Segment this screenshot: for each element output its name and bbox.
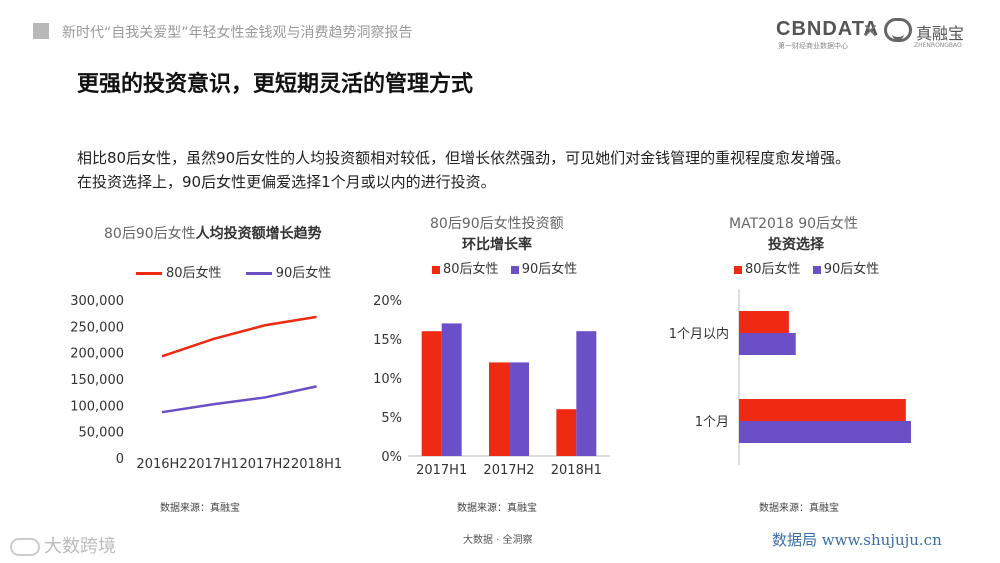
bar-chart: 0% 5% 10% 15% 20% 2017H1 2017H2 2018H1 xyxy=(373,294,610,478)
legend-item-90: 90后女性 xyxy=(510,258,577,277)
x-tick-label: 2017H1 xyxy=(416,463,467,478)
line-chart-title: 80后90后女性人均投资额增长趋势 xyxy=(104,226,322,242)
bar-90 xyxy=(441,323,462,456)
cbndata-logo: CBNDATA xyxy=(776,18,879,40)
y-tick-label: 0 xyxy=(116,452,124,467)
y-tick-label: 250,000 xyxy=(70,320,124,335)
hbar-90 xyxy=(739,333,796,355)
legend-item-90: 90后女性 xyxy=(812,258,879,277)
legend-swatch-80 xyxy=(432,265,440,274)
hbar-chart-source: 数据来源：真融宝 xyxy=(759,503,839,514)
bar-80 xyxy=(489,362,509,456)
header-square-icon xyxy=(33,23,49,39)
y-tick-label: 100,000 xyxy=(70,399,124,414)
zhenrongbao-logo: 真融宝 xyxy=(916,24,965,43)
bar-90 xyxy=(509,362,529,456)
legend-swatch-80 xyxy=(734,265,742,274)
y-tick-label: 20% xyxy=(373,294,402,309)
y-category-label: 1个月 xyxy=(695,415,729,430)
y-tick-label: 0% xyxy=(381,450,402,465)
y-tick-label: 50,000 xyxy=(79,426,125,441)
bar-90 xyxy=(576,331,597,456)
y-tick-label: 300,000 xyxy=(70,294,124,309)
series-line-80 xyxy=(161,315,317,358)
description-line-1: 相比80后女性，虽然90后女性的人均投资额相对较低，但增长依然强劲，可见她们对金… xyxy=(77,149,851,167)
legend-swatch-80 xyxy=(136,272,162,275)
legend-item-80: 80后女性 xyxy=(734,258,801,277)
series-line-90 xyxy=(161,385,317,414)
chat-bubble-icon xyxy=(10,538,40,556)
bar-chart-source: 数据来源：真融宝 xyxy=(457,503,537,514)
cbndata-logo-subtitle: 第一财经商业数据中心 xyxy=(778,42,848,50)
legend-item-80: 80后女性 xyxy=(432,258,499,277)
bar-chart-legend: 80后女性 90后女性 xyxy=(432,258,585,277)
legend-swatch-90 xyxy=(510,265,519,274)
x-tick-label: 2017H2 xyxy=(483,463,534,478)
y-category-label: 1个月以内 xyxy=(669,326,729,342)
logo-separator: × xyxy=(862,18,879,42)
legend-item-80: 80后女性 xyxy=(136,262,222,281)
top-header: 新时代“自我关爱型”年轻女性金钱观与消费趋势洞察报告 xyxy=(0,0,1000,44)
legend-swatch-90 xyxy=(245,272,272,275)
x-tick-label: 2017H2 xyxy=(239,457,290,472)
legend-swatch-90 xyxy=(812,265,821,274)
bar-chart-title-1: 80后90后女性投资额 xyxy=(430,216,564,232)
hbar-80 xyxy=(739,399,906,421)
x-tick-label: 2018H1 xyxy=(291,457,342,472)
y-tick-label: 200,000 xyxy=(70,347,124,362)
description: 相比80后女性，虽然90后女性的人均投资额相对较低，但增长依然强劲，可见她们对金… xyxy=(77,146,957,194)
y-tick-label: 15% xyxy=(373,333,402,348)
legend-item-90: 90后女性 xyxy=(245,262,331,281)
description-line-2: 在投资选择上，90后女性更偏爱选择1个月或以内的进行投资。 xyxy=(77,173,496,191)
hbar-chart: 1个月以内 1个月 xyxy=(669,289,911,465)
hbar-chart-title-1: MAT2018 90后女性 xyxy=(729,216,859,232)
footer-watermark: 数据局 www.shujuju.cn xyxy=(772,531,942,549)
page-title: 更强的投资意识，更短期灵活的管理方式 xyxy=(77,72,474,97)
y-tick-label: 150,000 xyxy=(70,373,124,388)
hbar-chart-title-2: 投资选择 xyxy=(768,237,824,253)
y-tick-label: 5% xyxy=(381,411,402,426)
footer-brand: 大数跨境 xyxy=(10,532,116,558)
y-tick-label: 10% xyxy=(373,372,402,387)
line-chart-source: 数据来源：真融宝 xyxy=(160,503,240,514)
hbar-90 xyxy=(739,421,911,443)
hbar-chart-legend: 80后女性 90后女性 xyxy=(734,258,887,277)
bar-80 xyxy=(556,409,577,456)
x-tick-label: 2018H1 xyxy=(551,463,602,478)
footer-tagline: 大数据 · 全洞察 xyxy=(463,535,533,546)
zhenrongbao-smile-icon xyxy=(884,18,912,42)
line-chart: 0 50,000 100,000 150,000 200,000 250,000 300,0… xyxy=(70,294,342,472)
x-tick-label: 2016H2 xyxy=(136,457,187,472)
line-chart-legend: 80后女性 90后女性 xyxy=(136,262,351,281)
report-title: 新时代“自我关爱型”年轻女性金钱观与消费趋势洞察报告 xyxy=(62,25,413,41)
hbar-80 xyxy=(739,311,789,333)
zhenrongbao-logo-subtitle: ZHENRONGBAO xyxy=(914,42,962,49)
x-tick-label: 2017H1 xyxy=(188,457,239,472)
brand-logos: CBNDATA 第一财经商业数据中心 × 真融宝 ZHENRONGBAO xyxy=(776,18,976,50)
bar-chart-title-2: 环比增长率 xyxy=(462,237,532,253)
bar-80 xyxy=(421,331,442,456)
